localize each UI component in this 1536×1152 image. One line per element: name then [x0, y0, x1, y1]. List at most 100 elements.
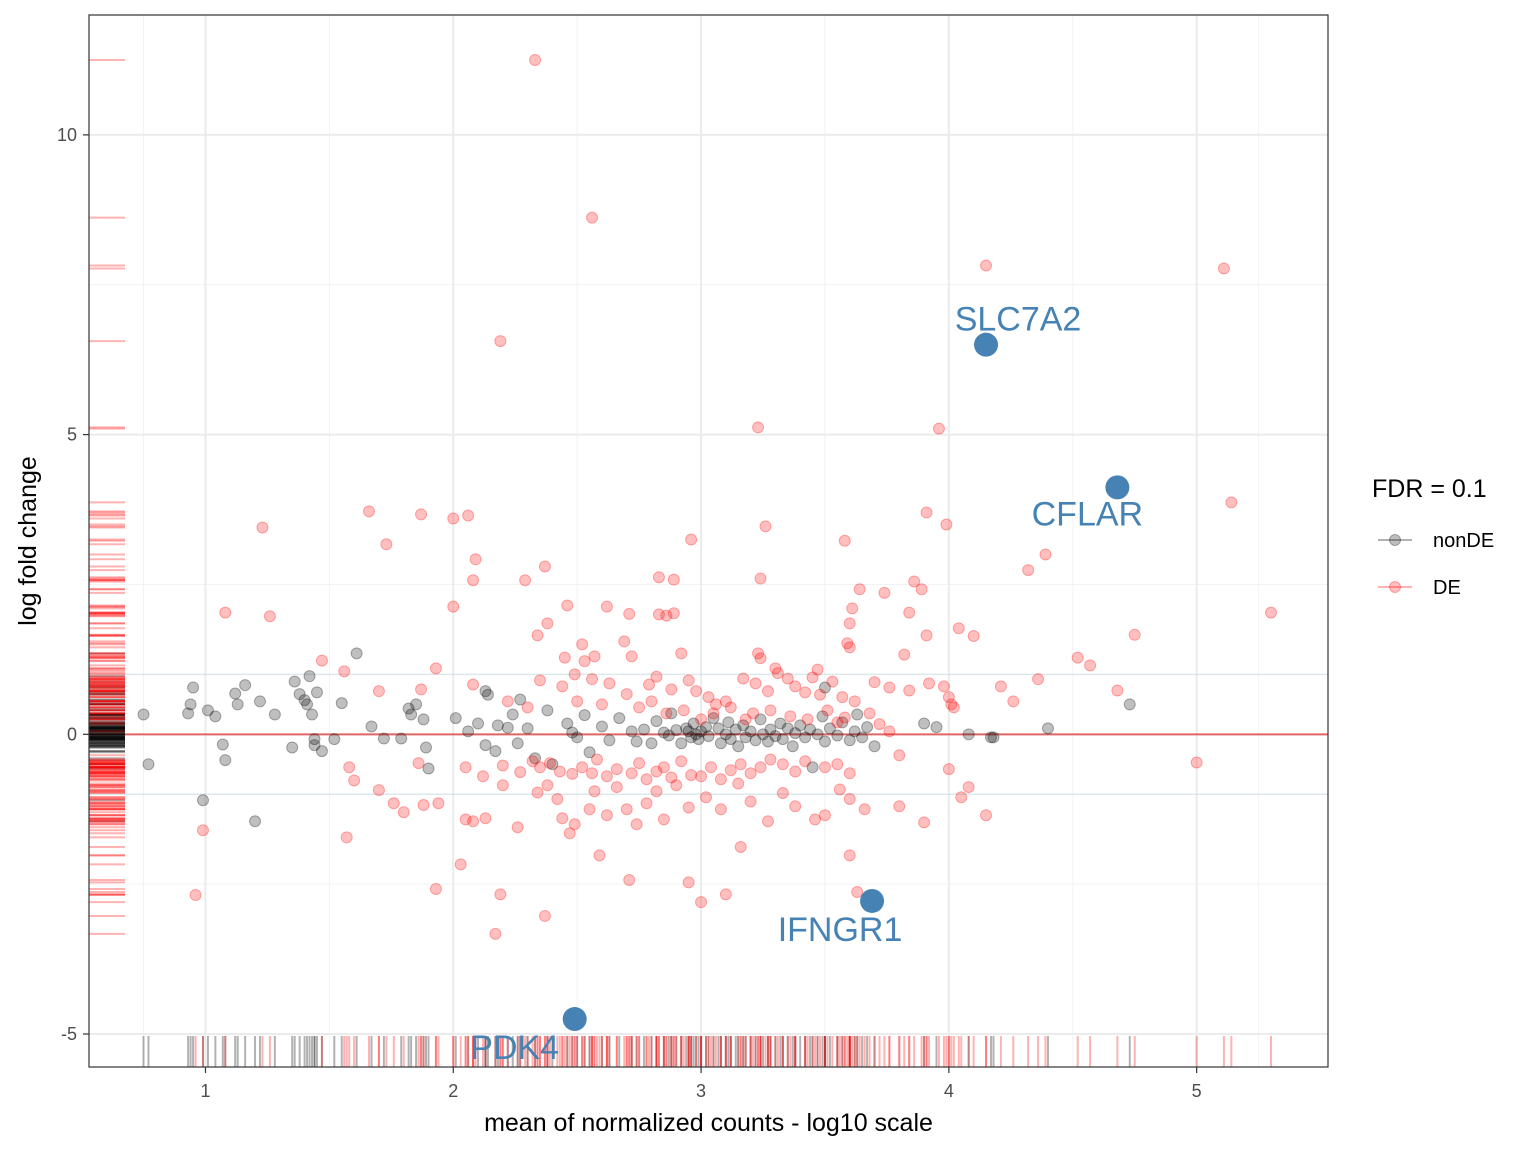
point-de [529, 53, 542, 66]
point-de [338, 665, 351, 678]
point-de [734, 841, 747, 854]
point-de [1071, 651, 1084, 664]
point-nonde [680, 722, 693, 735]
series-de-points [189, 53, 1278, 940]
point-de [586, 211, 599, 224]
point-nonde [603, 734, 616, 747]
point-nonde [707, 712, 720, 725]
point-de [511, 821, 524, 834]
point-de [576, 638, 589, 651]
point-nonde [769, 730, 782, 743]
point-de [677, 704, 690, 717]
point-nonde [417, 713, 430, 726]
point-nonde [201, 704, 214, 717]
legend-label-de: DE [1433, 577, 1461, 599]
point-nonde [781, 722, 794, 735]
point-de [568, 668, 581, 681]
highlight-point-ifngr1 [860, 888, 885, 913]
point-nonde [410, 698, 423, 711]
point-de [843, 849, 856, 862]
point-nonde [962, 728, 975, 741]
point-de [541, 779, 554, 792]
point-nonde [239, 679, 252, 692]
point-de [568, 818, 581, 831]
point-de [838, 534, 851, 547]
point-de [747, 707, 760, 720]
point-de [814, 688, 827, 701]
point-de [633, 701, 646, 714]
x-tick-label: 4 [944, 1081, 954, 1101]
point-de [620, 688, 633, 701]
point-nonde [650, 715, 663, 728]
point-de [719, 695, 732, 708]
point-de [848, 695, 861, 708]
point-nonde [310, 686, 323, 699]
point-de [623, 607, 636, 620]
point-nonde [328, 733, 341, 746]
point-nonde [722, 716, 735, 729]
point-de [459, 813, 472, 826]
point-de [980, 809, 993, 822]
point-de [937, 680, 950, 693]
point-de [818, 761, 831, 774]
point-de [665, 771, 678, 784]
point-de [603, 677, 616, 690]
point-nonde [712, 722, 725, 735]
point-de [660, 707, 673, 720]
point-nonde [613, 712, 626, 725]
point-de [372, 784, 385, 797]
point-de [315, 654, 328, 667]
point-de [412, 757, 425, 770]
point-de [843, 641, 856, 654]
point-de [586, 767, 599, 780]
point-de [940, 518, 953, 531]
point-de [494, 888, 507, 901]
point-nonde [861, 721, 874, 734]
point-de [809, 813, 822, 826]
point-nonde [692, 733, 705, 746]
point-nonde [831, 729, 844, 742]
point-nonde [229, 687, 242, 700]
y-tick-label: 0 [67, 724, 77, 744]
point-de [821, 704, 834, 717]
point-de [761, 685, 774, 698]
point-nonde [377, 732, 390, 745]
point-de [538, 560, 551, 573]
point-nonde [350, 647, 363, 660]
point-de [1032, 673, 1045, 686]
point-de [561, 599, 574, 612]
point-de [675, 755, 688, 768]
point-nonde [774, 717, 787, 730]
point-de [1111, 684, 1124, 697]
point-nonde [231, 698, 244, 711]
point-nonde [253, 695, 266, 708]
point-de [826, 675, 839, 688]
point-de [744, 767, 757, 780]
point-de [526, 755, 539, 768]
point-de [447, 600, 460, 613]
point-de [514, 766, 527, 779]
point-nonde [308, 739, 321, 752]
point-de [459, 761, 472, 774]
y-axis-title: log fold change [14, 456, 42, 626]
point-de [595, 698, 608, 711]
point-de [685, 533, 698, 546]
point-nonde [806, 761, 819, 774]
point-de [667, 573, 680, 586]
legend-key-point [1389, 581, 1401, 593]
point-nonde [521, 722, 534, 735]
point-nonde [786, 740, 799, 753]
point-nonde [286, 741, 299, 754]
point-de [600, 600, 613, 613]
point-nonde [761, 735, 774, 748]
point-nonde [583, 746, 596, 759]
point-nonde [729, 723, 742, 736]
point-nonde [732, 740, 745, 753]
point-de [908, 575, 921, 588]
point-de [650, 765, 663, 778]
point-nonde [315, 745, 328, 758]
point-nonde [630, 735, 643, 748]
point-de [764, 704, 777, 717]
point-de [841, 637, 854, 650]
point-nonde [856, 731, 869, 744]
